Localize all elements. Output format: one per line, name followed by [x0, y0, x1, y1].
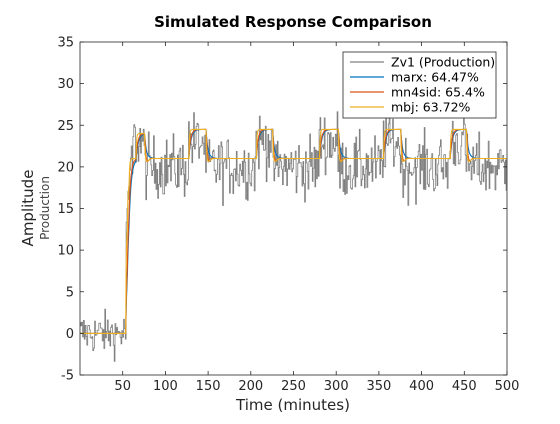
x-tick-label: 450 — [452, 379, 477, 394]
y-tick-label: 20 — [57, 160, 74, 175]
legend-label: mn4sid: 65.4% — [391, 85, 485, 100]
y-axis-label: Amplitude — [19, 170, 37, 247]
y-axis-sublabel: Production — [38, 176, 52, 240]
y-tick-label: 25 — [57, 119, 74, 134]
y-tick-label: 5 — [66, 285, 74, 300]
x-tick-label: 300 — [324, 379, 349, 394]
legend-label: Zv1 (Production) — [391, 55, 495, 70]
y-tick-label: 30 — [57, 77, 74, 92]
series-line-measured — [80, 109, 507, 362]
y-tick-label: -5 — [61, 369, 74, 384]
x-tick-label: 400 — [409, 379, 434, 394]
x-tick-label: 100 — [153, 379, 178, 394]
x-axis-label: Time (minutes) — [235, 396, 350, 414]
y-tick-label: 0 — [66, 327, 74, 342]
series-layer — [80, 109, 507, 362]
y-tick-label: 15 — [57, 202, 74, 217]
x-tick-label: 350 — [366, 379, 391, 394]
y-tick-label: 35 — [57, 36, 74, 51]
y-tick-label: 10 — [57, 244, 74, 259]
x-tick-label: 500 — [495, 379, 520, 394]
series-line-2 — [80, 128, 507, 334]
x-tick-label: 200 — [238, 379, 263, 394]
chart-title: Simulated Response Comparison — [154, 13, 432, 31]
x-tick-label: 250 — [281, 379, 306, 394]
legend-label: marx: 64.47% — [391, 70, 479, 85]
legend-label: mbj: 63.72% — [391, 100, 471, 115]
x-tick-label: 50 — [114, 379, 131, 394]
y-axis-ticks: -5 0 5 10 15 20 25 30 35 — [57, 36, 507, 384]
legend: Zv1 (Production)marx: 64.47%mn4sid: 65.4… — [342, 51, 497, 119]
x-axis-ticks: 50 100 150 200 250 300 350 400 450 500 — [114, 42, 519, 394]
x-tick-label: 150 — [196, 379, 221, 394]
